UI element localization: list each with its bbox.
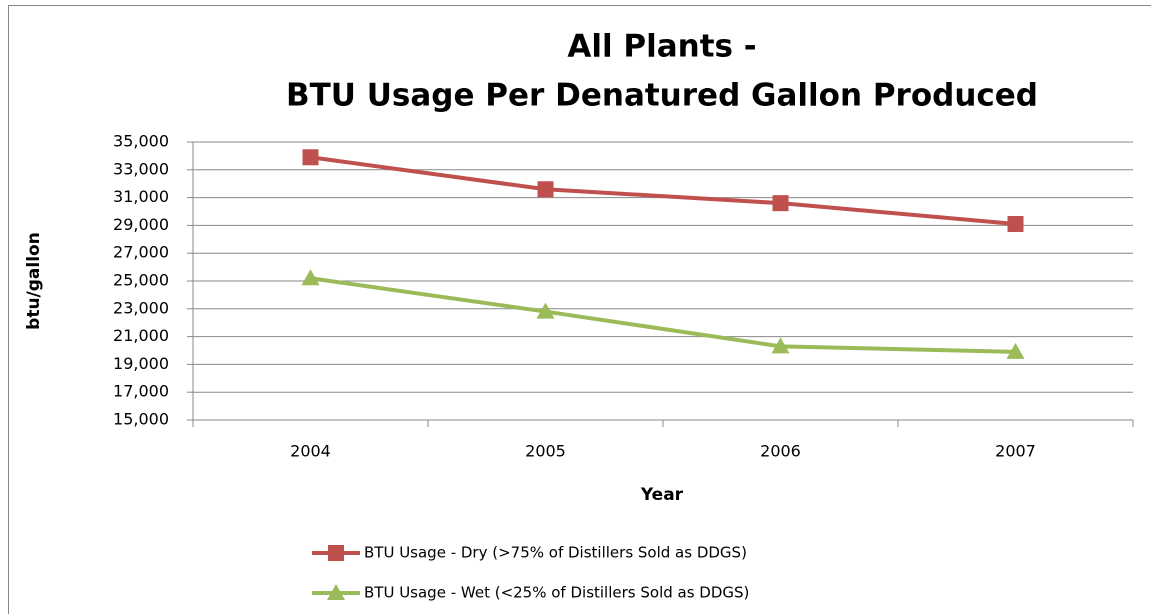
x-tick-label: 2007 xyxy=(995,442,1036,461)
y-tick-label: 31,000 xyxy=(113,187,169,206)
y-tick-label: 29,000 xyxy=(113,215,169,234)
x-tick-label: 2005 xyxy=(525,442,566,461)
y-tick-label: 21,000 xyxy=(113,326,169,345)
marker xyxy=(301,269,320,286)
y-tick-label: 33,000 xyxy=(113,159,169,178)
marker xyxy=(537,181,554,198)
series-line xyxy=(310,155,1016,227)
marker xyxy=(327,584,345,600)
marker xyxy=(328,545,344,561)
chart-border xyxy=(8,5,1151,614)
marker xyxy=(536,302,555,319)
x-tick-label: 2006 xyxy=(760,442,801,461)
legend-label: BTU Usage - Dry (>75% of Distillers Sold… xyxy=(364,544,747,562)
marker xyxy=(1006,342,1025,359)
marker xyxy=(772,195,789,212)
marker xyxy=(771,337,790,354)
legend-label: BTU Usage - Wet (<25% of Distillers Sold… xyxy=(364,584,749,602)
y-tick-label: 25,000 xyxy=(113,271,169,290)
x-axis-title: Year xyxy=(640,485,684,505)
chart-title: BTU Usage Per Denatured Gallon Produced xyxy=(286,78,1038,114)
y-tick-label: 27,000 xyxy=(113,243,169,262)
chart-title: All Plants - xyxy=(567,29,756,65)
y-axis-title: btu/gallon xyxy=(24,232,44,330)
y-tick-label: 15,000 xyxy=(113,410,169,429)
marker xyxy=(1007,216,1024,233)
y-tick-label: 23,000 xyxy=(113,298,169,317)
y-tick-label: 35,000 xyxy=(113,132,169,151)
series-line xyxy=(310,276,1016,354)
x-tick-label: 2004 xyxy=(290,442,331,461)
y-tick-label: 17,000 xyxy=(113,382,169,401)
y-tick-label: 19,000 xyxy=(113,354,169,373)
marker xyxy=(302,149,319,166)
